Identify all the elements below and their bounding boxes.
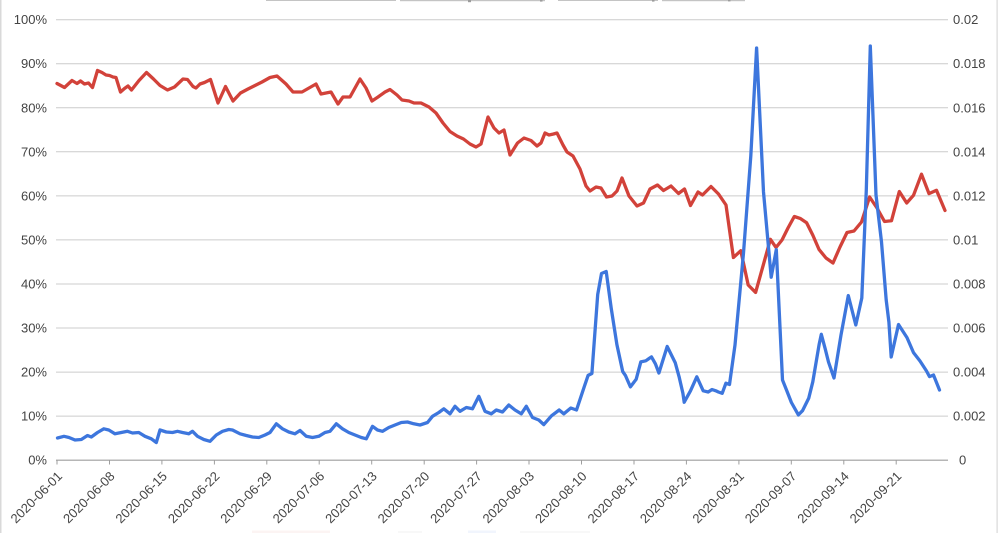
svg-text:2020-07-27: 2020-07-27 xyxy=(427,469,485,527)
svg-text:60%: 60% xyxy=(21,188,47,203)
svg-text:2020-08-03: 2020-08-03 xyxy=(479,469,537,527)
svg-text:2020-09-21: 2020-09-21 xyxy=(847,469,905,527)
svg-text:2020-08-10: 2020-08-10 xyxy=(532,469,590,527)
svg-text:0%: 0% xyxy=(28,453,47,468)
svg-text:0.004: 0.004 xyxy=(953,365,986,380)
svg-text:50%: 50% xyxy=(21,232,47,247)
svg-text:2020-06-08: 2020-06-08 xyxy=(60,469,118,527)
svg-text:0.008: 0.008 xyxy=(953,277,986,292)
svg-text:2020-07-13: 2020-07-13 xyxy=(322,469,380,527)
svg-text:0.002: 0.002 xyxy=(953,409,986,424)
svg-text:70%: 70% xyxy=(21,144,47,159)
svg-text:10%: 10% xyxy=(21,409,47,424)
svg-text:0.012: 0.012 xyxy=(953,188,986,203)
svg-text:0.014: 0.014 xyxy=(953,144,986,159)
svg-text:0.018: 0.018 xyxy=(953,56,986,71)
svg-text:2020-08-24: 2020-08-24 xyxy=(637,469,695,527)
svg-text:40%: 40% xyxy=(21,277,47,292)
svg-text:80%: 80% xyxy=(21,100,47,115)
svg-text:20%: 20% xyxy=(21,365,47,380)
svg-text:2020-07-20: 2020-07-20 xyxy=(375,469,433,527)
svg-text:2020-08-31: 2020-08-31 xyxy=(689,469,747,527)
svg-text:2020-06-29: 2020-06-29 xyxy=(217,469,275,527)
svg-text:30%: 30% xyxy=(21,321,47,336)
svg-text:0.01: 0.01 xyxy=(953,232,978,247)
svg-text:2020-06-22: 2020-06-22 xyxy=(165,469,223,527)
svg-text:2020-09-07: 2020-09-07 xyxy=(742,469,800,527)
svg-text:100%: 100% xyxy=(14,12,48,27)
svg-text:2020-09-14: 2020-09-14 xyxy=(794,469,852,527)
svg-text:0: 0 xyxy=(959,453,966,468)
svg-text:2020-08-17: 2020-08-17 xyxy=(584,469,642,527)
svg-text:0.006: 0.006 xyxy=(953,321,986,336)
svg-text:90%: 90% xyxy=(21,56,47,71)
svg-text:2020-06-15: 2020-06-15 xyxy=(112,469,170,527)
svg-text:0.016: 0.016 xyxy=(953,100,986,115)
svg-text:2020-07-06: 2020-07-06 xyxy=(270,469,328,527)
svg-text:2020-06-01: 2020-06-01 xyxy=(7,469,65,527)
svg-text:0.02: 0.02 xyxy=(953,12,978,27)
